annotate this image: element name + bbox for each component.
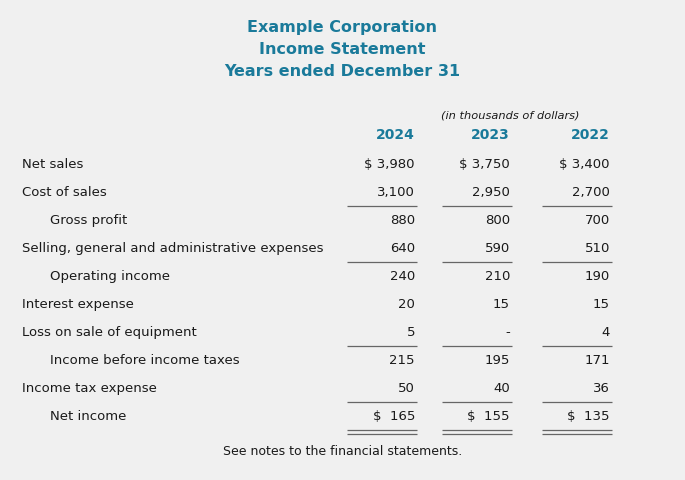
Text: 20: 20 [398, 298, 415, 311]
Text: 240: 240 [390, 269, 415, 282]
Text: Loss on sale of equipment: Loss on sale of equipment [22, 325, 197, 338]
Text: 50: 50 [398, 381, 415, 394]
Text: 15: 15 [593, 298, 610, 311]
Text: 15: 15 [493, 298, 510, 311]
Text: Years ended December 31: Years ended December 31 [225, 64, 460, 79]
Text: $ 3,750: $ 3,750 [459, 157, 510, 171]
Text: 171: 171 [584, 353, 610, 366]
Text: 2,950: 2,950 [472, 186, 510, 199]
Text: Income before income taxes: Income before income taxes [50, 353, 240, 366]
Text: $  135: $ 135 [567, 409, 610, 422]
Text: See notes to the financial statements.: See notes to the financial statements. [223, 444, 462, 457]
Text: 210: 210 [484, 269, 510, 282]
Text: Selling, general and administrative expenses: Selling, general and administrative expe… [22, 241, 323, 254]
Text: $ 3,400: $ 3,400 [560, 157, 610, 171]
Text: Gross profit: Gross profit [50, 214, 127, 227]
Text: 800: 800 [485, 214, 510, 227]
Text: $  155: $ 155 [467, 409, 510, 422]
Text: 640: 640 [390, 241, 415, 254]
Text: 190: 190 [585, 269, 610, 282]
Text: 195: 195 [484, 353, 510, 366]
Text: Example Corporation: Example Corporation [247, 20, 438, 35]
Text: Cost of sales: Cost of sales [22, 186, 107, 199]
Text: 2,700: 2,700 [572, 186, 610, 199]
Text: 2024: 2024 [376, 128, 415, 142]
Text: 5: 5 [406, 325, 415, 338]
Text: 36: 36 [593, 381, 610, 394]
Text: 2022: 2022 [571, 128, 610, 142]
Text: Income tax expense: Income tax expense [22, 381, 157, 394]
Text: Income Statement: Income Statement [259, 42, 426, 57]
Text: 215: 215 [390, 353, 415, 366]
Text: 880: 880 [390, 214, 415, 227]
Text: 700: 700 [585, 214, 610, 227]
Text: Net sales: Net sales [22, 157, 84, 171]
Text: -: - [506, 325, 510, 338]
Text: 510: 510 [584, 241, 610, 254]
Text: 40: 40 [493, 381, 510, 394]
Text: $ 3,980: $ 3,980 [364, 157, 415, 171]
Text: 3,100: 3,100 [377, 186, 415, 199]
Text: 590: 590 [485, 241, 510, 254]
Text: 2023: 2023 [471, 128, 510, 142]
Text: (in thousands of dollars): (in thousands of dollars) [440, 110, 580, 120]
Text: 4: 4 [601, 325, 610, 338]
Text: Interest expense: Interest expense [22, 298, 134, 311]
Text: Net income: Net income [50, 409, 126, 422]
Text: Operating income: Operating income [50, 269, 170, 282]
Text: $  165: $ 165 [373, 409, 415, 422]
